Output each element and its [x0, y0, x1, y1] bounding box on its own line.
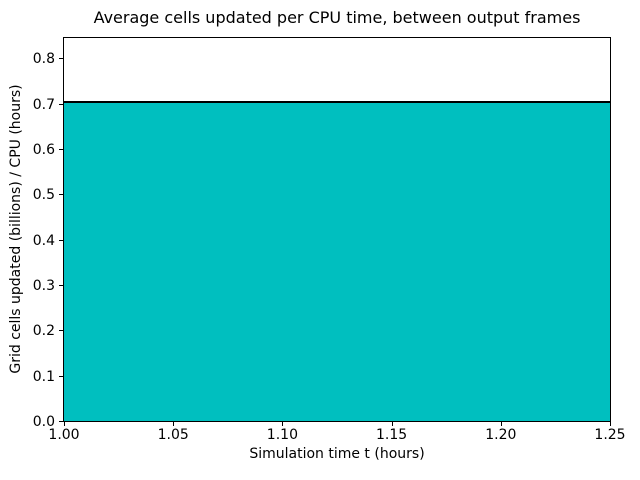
y-tick-label: 0.4	[32, 232, 55, 249]
y-tick-mark	[59, 330, 63, 332]
area-fill-with-line	[64, 100, 610, 421]
y-tick-label: 0.6	[32, 142, 55, 159]
x-tick-mark	[282, 422, 284, 426]
x-tick-label: 1.15	[376, 427, 408, 443]
y-tick-mark	[59, 285, 63, 287]
y-tick-label: 0.2	[32, 323, 55, 340]
y-tick-label: 0.7	[32, 96, 55, 113]
y-tick-label: 0.0	[32, 414, 55, 430]
x-tick-label: 1.05	[157, 427, 189, 443]
y-tick-label: 0.8	[32, 51, 55, 68]
y-tick-label: 0.1	[32, 368, 55, 385]
y-tick-mark	[59, 149, 63, 151]
x-axis-label: Simulation time t (hours)	[249, 446, 425, 462]
y-tick-mark	[59, 103, 63, 105]
x-tick-label: 1.10	[266, 427, 298, 443]
x-tick-mark	[173, 422, 175, 426]
plot-area	[63, 37, 611, 422]
y-tick-label: 0.3	[32, 278, 55, 295]
x-tick-label: 1.00	[48, 427, 80, 443]
x-tick-mark	[391, 422, 393, 426]
y-tick-mark	[59, 375, 63, 377]
y-tick-mark	[59, 421, 63, 422]
chart-title: Average cells updated per CPU time, betw…	[93, 8, 581, 27]
x-tick-mark	[64, 422, 65, 426]
y-tick-label: 0.5	[32, 187, 55, 204]
y-tick-mark	[59, 194, 63, 196]
y-tick-mark	[59, 58, 63, 60]
x-tick-mark	[500, 422, 502, 426]
x-tick-label: 1.20	[485, 427, 517, 443]
y-tick-mark	[59, 239, 63, 241]
x-tick-mark	[610, 422, 611, 426]
y-axis-label: Grid cells updated (billions) / CPU (hou…	[8, 84, 24, 374]
x-tick-label: 1.25	[594, 427, 626, 443]
